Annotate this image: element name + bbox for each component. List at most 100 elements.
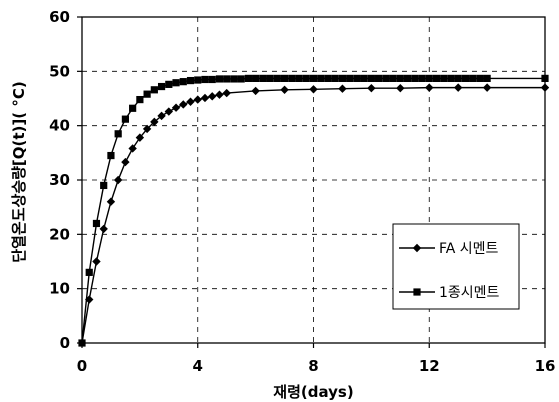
data-point [208,92,217,101]
data-point [99,224,108,234]
data-point [259,74,267,82]
y-tick-label: 40 [49,117,70,135]
series-1 [78,74,549,347]
y-tick-label: 60 [49,8,70,26]
data-point [540,83,550,92]
data-point [129,104,137,112]
data-point [92,257,101,266]
data-point [454,74,462,82]
data-point [382,74,390,82]
y-tick-label: 0 [60,334,70,352]
data-point [136,95,144,104]
data-point [309,74,318,82]
data-point [143,90,151,98]
data-point [440,74,448,82]
data-point [461,74,470,82]
data-point [396,74,404,82]
data-point [150,117,159,127]
legend-marker [413,288,421,296]
data-point [113,175,123,185]
data-point [193,95,202,104]
data-point [92,219,101,228]
data-point [165,80,173,88]
data-point [121,157,130,167]
data-point [186,76,195,85]
data-point [100,181,108,190]
data-point [237,75,245,83]
data-point [179,100,188,109]
data-point [194,76,202,84]
data-point [85,268,93,276]
legend-label: 1종시멘트 [439,285,500,301]
series-layer [77,74,550,348]
data-point [273,74,281,82]
data-point [280,74,289,82]
data-point [396,83,405,93]
data-point [453,83,463,92]
data-point [353,74,361,82]
data-point [331,74,339,82]
data-point [403,74,412,82]
data-point [78,339,86,347]
data-point [172,79,180,87]
data-point [425,74,433,82]
y-tick-label: 20 [49,225,70,243]
data-point [288,74,296,82]
data-point [338,74,347,82]
data-point [150,86,158,94]
data-point [360,74,368,82]
data-point [201,75,209,84]
y-tick-label: 50 [49,62,70,80]
data-point [266,74,274,82]
data-point [107,151,115,160]
data-point [317,74,325,82]
data-point [541,74,549,82]
data-point [106,197,116,206]
x-tick-label: 16 [535,357,556,375]
series-line [81,77,545,344]
x-tick-label: 8 [308,357,318,375]
data-point [186,97,195,106]
data-point [215,75,224,83]
data-point [483,74,491,82]
data-point [482,83,492,92]
data-point [367,74,375,82]
data-point [447,74,455,82]
data-point [200,93,210,103]
data-point [367,83,376,93]
y-axis-title: 단열온도상승량[Q(t)]( °C) [10,81,28,262]
data-point [208,75,216,84]
data-point [164,107,174,116]
data-point [425,83,434,92]
data-point [251,86,260,96]
data-point [309,85,318,94]
legend-entry: FA 시멘트 [399,241,499,257]
data-point [375,74,383,82]
data-point [121,115,130,123]
data-point [252,74,260,82]
data-point [128,144,137,153]
data-point [346,74,354,82]
legend-marker [412,243,422,253]
data-point [244,74,252,82]
data-point [411,74,419,82]
axis-ticks: 0 10 20 30 40 50 60 0 4 8 12 16 [49,8,555,375]
data-point [135,133,145,142]
data-point [295,74,303,82]
data-point [114,130,122,138]
legend-entry: 1종시멘트 [399,285,500,301]
legend: FA 시멘트 1종시멘트 [392,223,520,310]
data-point [171,103,181,112]
data-point [280,85,289,95]
data-point [432,74,441,82]
data-point [157,82,166,91]
data-point [324,74,332,82]
data-point [222,88,231,98]
x-axis-title: 재령(days) [273,383,353,401]
y-tick-label: 10 [49,280,70,298]
data-point [302,74,310,82]
data-point [157,111,166,121]
y-tick-label: 30 [49,171,70,189]
series-0 [77,83,550,348]
